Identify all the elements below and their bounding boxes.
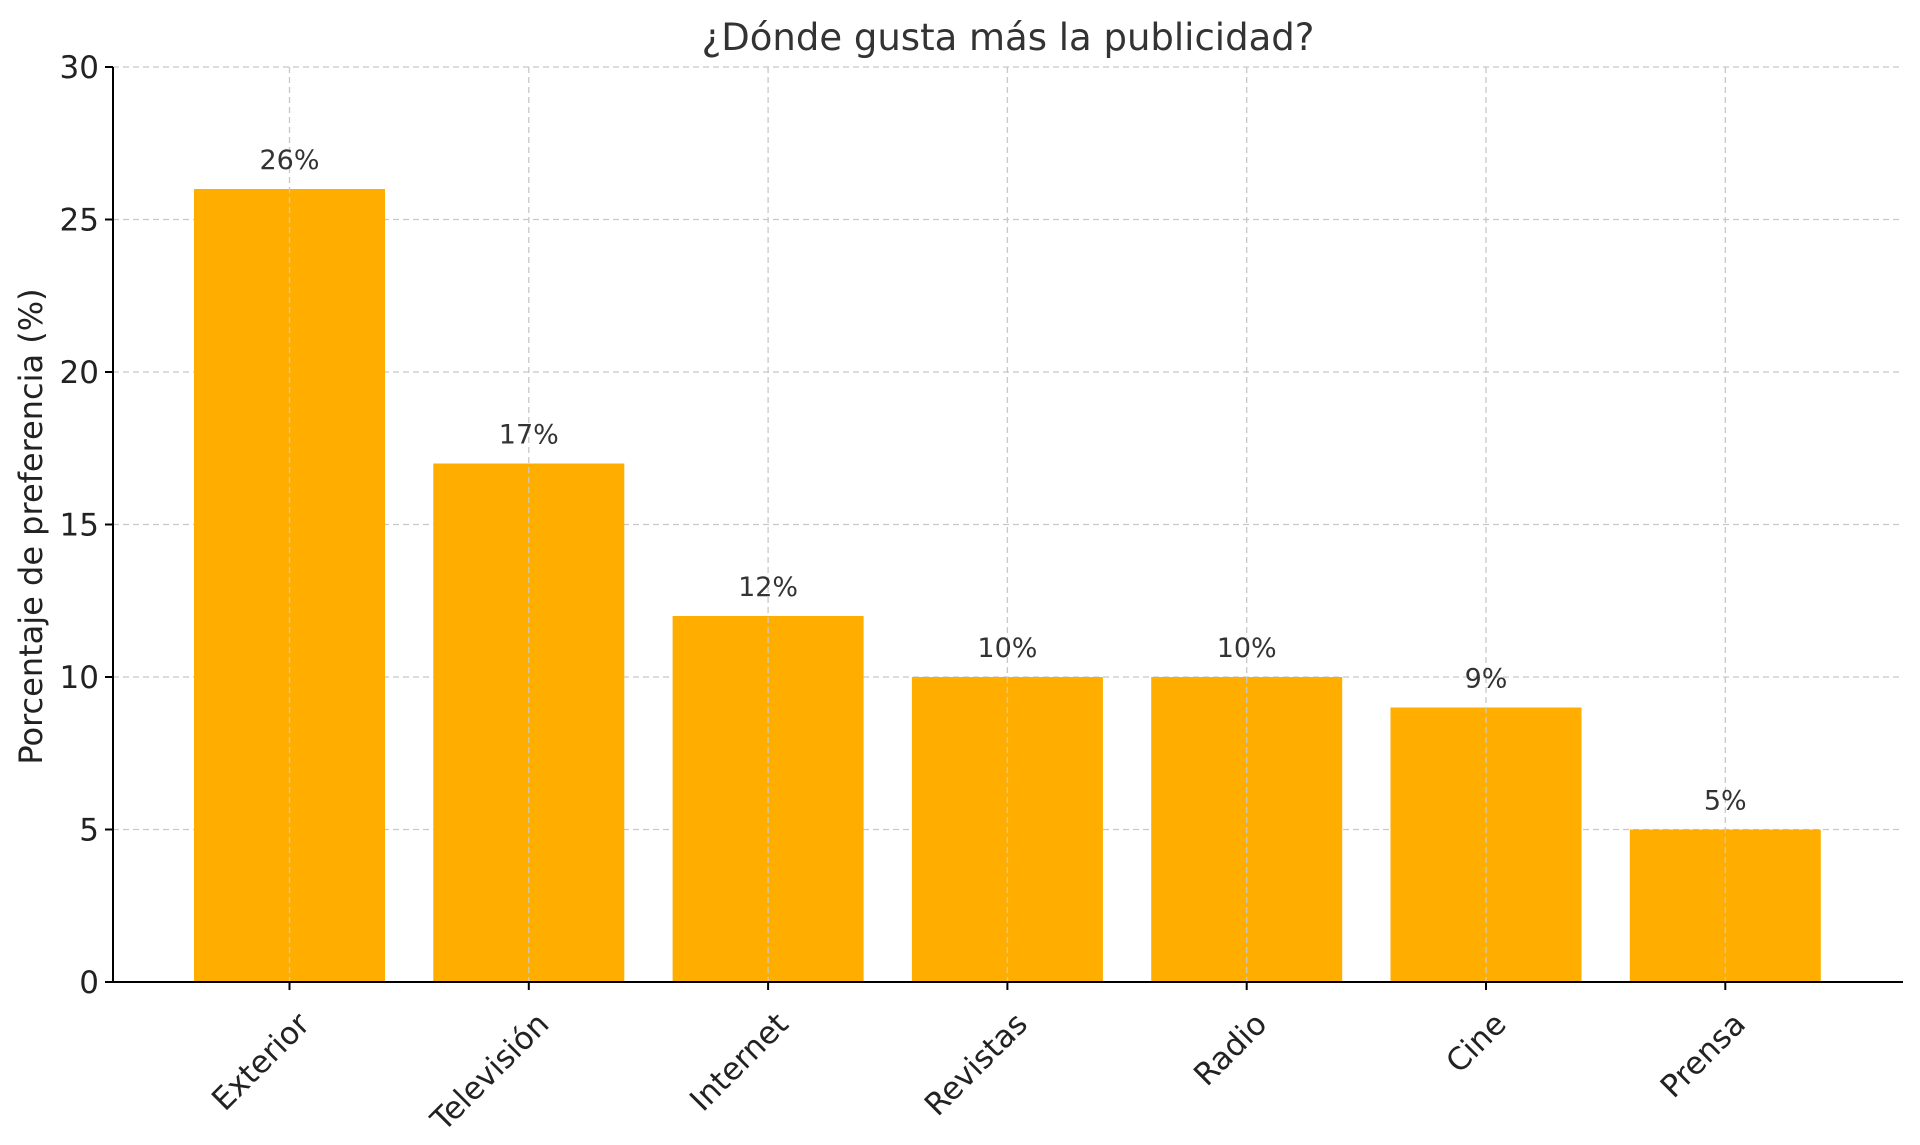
x-tick-label: Exterior [205, 1006, 317, 1118]
x-tick-label: Revistas [918, 1006, 1035, 1123]
x-tick-label: Cine [1439, 1006, 1513, 1080]
x-tick-label: Radio [1187, 1006, 1274, 1093]
y-tick-label: 0 [79, 965, 99, 1001]
y-axis-label: Porcentaje de preferencia (%) [12, 288, 50, 764]
data-label: 12% [738, 572, 798, 603]
data-label: 5% [1704, 786, 1747, 817]
data-label: 10% [1217, 633, 1277, 664]
data-label: 9% [1465, 664, 1508, 695]
x-tick-label: Prensa [1654, 1006, 1753, 1105]
y-tick-label: 30 [60, 50, 99, 86]
y-tick-label: 20 [60, 355, 99, 391]
y-tick-label: 10 [60, 660, 99, 696]
vertical-grid [288, 67, 1726, 982]
chart-title: ¿Dónde gusta más la publicidad? [702, 16, 1315, 59]
x-tick-label: Televisión [424, 1006, 557, 1139]
data-label: 10% [977, 633, 1037, 664]
y-tick-label: 25 [60, 203, 99, 239]
bar-cine [1390, 707, 1582, 982]
data-label: 17% [499, 420, 559, 451]
data-label: 26% [259, 145, 319, 176]
y-tick-label: 5 [79, 813, 99, 849]
bar-prensa [1629, 829, 1821, 982]
x-tick-label: Internet [683, 1006, 795, 1118]
axes [105, 66, 1903, 990]
y-tick-label: 15 [60, 508, 99, 544]
